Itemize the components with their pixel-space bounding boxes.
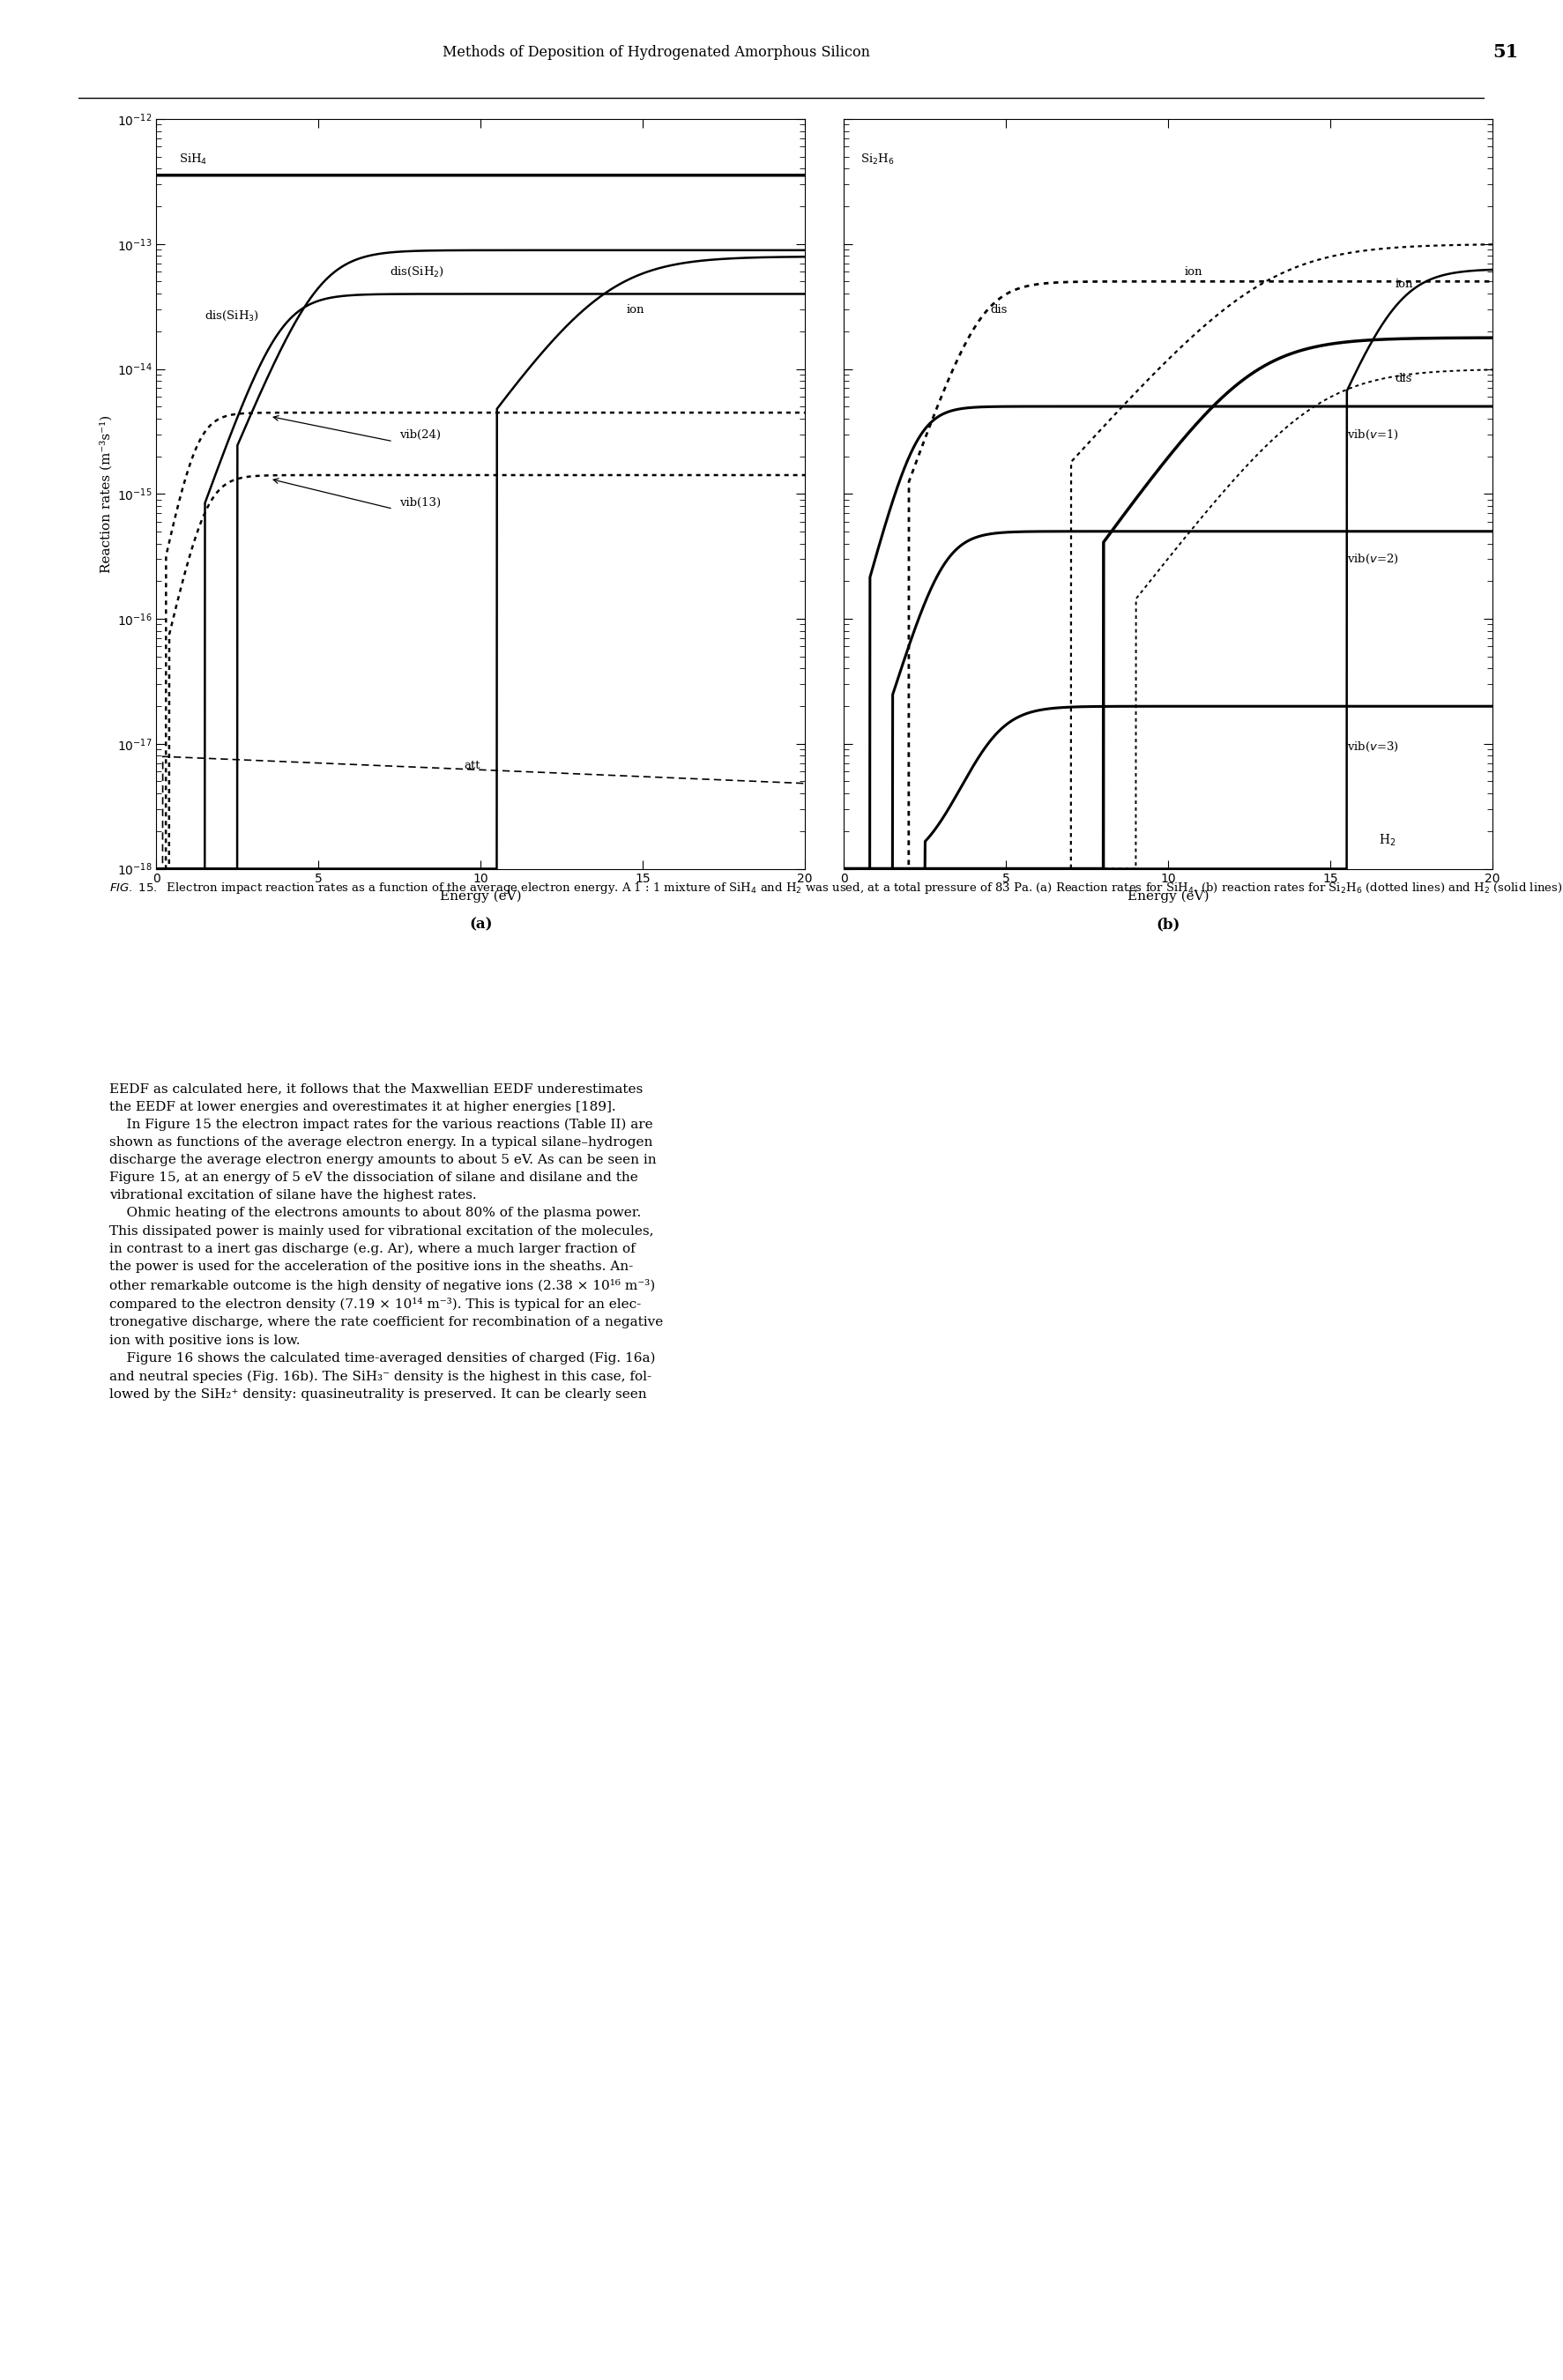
Text: ion: ion (1396, 278, 1413, 290)
Text: dis: dis (989, 305, 1007, 314)
Text: (a): (a) (469, 916, 492, 933)
Text: dis(SiH$_2$): dis(SiH$_2$) (389, 267, 444, 278)
Text: vib(24): vib(24) (400, 428, 441, 440)
Text: vib($v$=1): vib($v$=1) (1347, 428, 1399, 440)
Y-axis label: Reaction rates (m⁻³s⁻¹): Reaction rates (m⁻³s⁻¹) (100, 414, 113, 574)
X-axis label: Energy (eV): Energy (eV) (1127, 890, 1210, 902)
Text: $\it{FIG.\ 15.}$  Electron impact reaction rates as a function of the average el: $\it{FIG.\ 15.}$ Electron impact reactio… (109, 881, 1563, 895)
Text: dis: dis (1396, 374, 1413, 383)
Text: vib($v$=3): vib($v$=3) (1347, 740, 1399, 754)
Text: ion: ion (1185, 267, 1202, 278)
Text: Si$_2$H$_6$: Si$_2$H$_6$ (860, 152, 894, 167)
Text: ion: ion (627, 305, 644, 314)
Text: vib($v$=2): vib($v$=2) (1347, 552, 1399, 566)
Text: SiH$_4$: SiH$_4$ (180, 152, 208, 167)
Text: Methods of Deposition of Hydrogenated Amorphous Silicon: Methods of Deposition of Hydrogenated Am… (442, 45, 871, 60)
Text: EEDF as calculated here, it follows that the Maxwellian EEDF underestimates
the : EEDF as calculated here, it follows that… (109, 1083, 663, 1399)
Text: vib(13): vib(13) (400, 497, 441, 509)
X-axis label: Energy (eV): Energy (eV) (439, 890, 522, 902)
Text: att: att (464, 759, 481, 771)
Text: (b): (b) (1157, 916, 1180, 933)
Text: H$_2$: H$_2$ (1379, 833, 1396, 847)
Text: 51: 51 (1493, 43, 1518, 62)
Text: dis(SiH$_3$): dis(SiH$_3$) (205, 309, 259, 324)
